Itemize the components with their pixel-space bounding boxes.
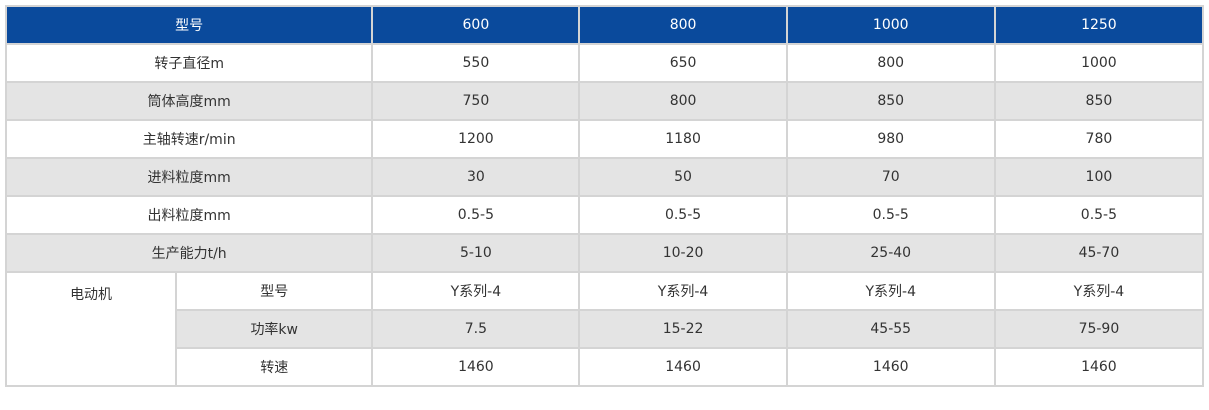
table-row: 主轴转速r/min 1200 1180 980 780 [4,119,1205,159]
table-cell: Y系列-4 [993,271,1205,311]
table-cell: 15-22 [578,309,788,349]
table-cell: 5-10 [371,233,581,273]
row-label: 转速 [175,347,374,387]
table-cell: 1460 [993,347,1205,387]
table-cell: 1460 [578,347,788,387]
table-row: 功率kw 7.5 15-22 45-55 75-90 [6,309,1205,349]
table-cell: 550 [371,43,581,83]
table-cell: 800 [785,43,996,83]
table-cell: 1180 [578,119,788,159]
table-row: 出料粒度mm 0.5-5 0.5-5 0.5-5 0.5-5 [4,195,1205,235]
table-cell: 45-55 [785,309,996,349]
table-row: 电动机 型号 Y系列-4 Y系列-4 Y系列-4 Y系列-4 [4,271,1205,387]
row-label: 主轴转速r/min [4,119,374,159]
table-cell: 850 [785,81,996,121]
row-label: 功率kw [175,309,374,349]
table-cell: 100 [993,157,1205,197]
row-label: 型号 [175,271,374,311]
motor-group-label: 电动机 [4,271,178,387]
table-cell: 70 [785,157,996,197]
row-label: 生产能力t/h [4,233,374,273]
table-row: 转子直径m 550 650 800 1000 [4,43,1205,83]
table-cell: 1460 [371,347,581,387]
table-cell: 780 [993,119,1205,159]
model-header: 1250 [993,5,1205,45]
row-label: 筒体高度mm [4,81,374,121]
model-header: 800 [578,5,788,45]
row-label: 转子直径m [4,43,374,83]
table-cell: 980 [785,119,996,159]
table-cell: 850 [993,81,1205,121]
table-cell: 75-90 [993,309,1205,349]
table-cell: 1460 [785,347,996,387]
table-cell: 30 [371,157,581,197]
table-cell: 1200 [371,119,581,159]
model-header: 600 [371,5,581,45]
table-row: 进料粒度mm 30 50 70 100 [4,157,1205,197]
table-cell: 50 [578,157,788,197]
model-header: 1000 [785,5,996,45]
table-cell: 10-20 [578,233,788,273]
table-cell: 650 [578,43,788,83]
table-cell: Y系列-4 [785,271,996,311]
header-label: 型号 [4,5,374,45]
table-cell: 45-70 [993,233,1205,273]
table-row: 生产能力t/h 5-10 10-20 25-40 45-70 [4,233,1205,273]
table-cell: 0.5-5 [578,195,788,235]
table-cell: Y系列-4 [371,271,581,311]
table-cell: 0.5-5 [785,195,996,235]
table-cell: 800 [578,81,788,121]
table-cell: 0.5-5 [371,195,581,235]
spec-table: 型号 600 800 1000 1250 转子直径m 550 650 800 1… [4,5,1205,387]
row-label: 出料粒度mm [4,195,374,235]
table-cell: 1000 [993,43,1205,83]
header-row: 型号 600 800 1000 1250 [4,5,1205,45]
row-label: 进料粒度mm [4,157,374,197]
table-row: 筒体高度mm 750 800 850 850 [4,81,1205,121]
table-cell: Y系列-4 [578,271,788,311]
table-cell: 25-40 [785,233,996,273]
table-cell: 7.5 [371,309,581,349]
table-cell: 750 [371,81,581,121]
table-cell: 0.5-5 [993,195,1205,235]
table-row: 转速 1460 1460 1460 1460 [6,347,1205,387]
